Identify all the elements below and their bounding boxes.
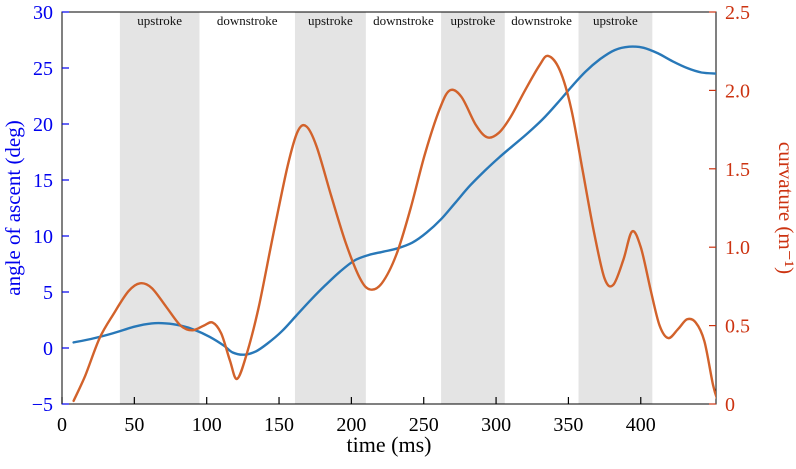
band-label: upstroke [593,13,638,28]
x-tick-label: 0 [57,414,67,436]
left-axis-title: angle of ascent (deg) [1,120,25,296]
right-tick-label: 1.5 [725,159,750,181]
left-tick-label: 0 [43,338,53,360]
band-label: upstroke [451,13,496,28]
series-lines [72,45,716,403]
left-tick-label: 25 [33,58,53,80]
band-label: downstroke [373,13,434,28]
curvature-line [72,54,716,403]
band-label: downstroke [511,13,572,28]
x-tick-label: 150 [264,414,294,436]
plot-frame [61,11,717,405]
left-y-axis: −5 0 5 10 15 20 25 30 angle of ascent (deg) [1,2,69,416]
upstroke-band [119,12,200,404]
x-tick-label: 400 [626,414,656,436]
left-tick-label: 30 [33,2,53,24]
right-tick-label: 2.0 [725,80,750,102]
right-tick-label: 0.5 [725,316,750,338]
x-tick-label: 300 [481,414,511,436]
x-axis-title: time (ms) [347,432,432,457]
band-label: downstroke [217,13,278,28]
x-tick-label: 50 [124,414,144,436]
right-axis-title: curvature (m⁻¹) [774,142,796,274]
upstroke-band [294,12,366,404]
right-y-axis: 0 0.5 1.0 1.5 2.0 2.5 curvature (m⁻¹) [709,2,796,416]
band-label: upstroke [308,13,353,28]
left-tick-label: −5 [32,394,53,416]
upstroke-band [578,12,653,404]
left-tick-label: 20 [33,114,53,136]
right-tick-label: 2.5 [725,2,750,24]
band-label: upstroke [137,13,182,28]
x-tick-label: 350 [553,414,583,436]
x-axis: 0 50 100 150 200 250 300 350 400 time (ms) [57,397,656,457]
right-tick-label: 1.0 [725,237,750,259]
x-tick-label: 250 [409,414,439,436]
x-tick-label: 200 [336,414,366,436]
left-tick-label: 5 [43,282,53,304]
stroke-phase-bands: upstroke downstroke upstroke downstroke upst… [119,12,653,404]
left-tick-label: 15 [33,170,53,192]
x-tick-label: 100 [192,414,222,436]
right-tick-label: 0 [725,394,735,416]
left-tick-label: 10 [33,226,53,248]
